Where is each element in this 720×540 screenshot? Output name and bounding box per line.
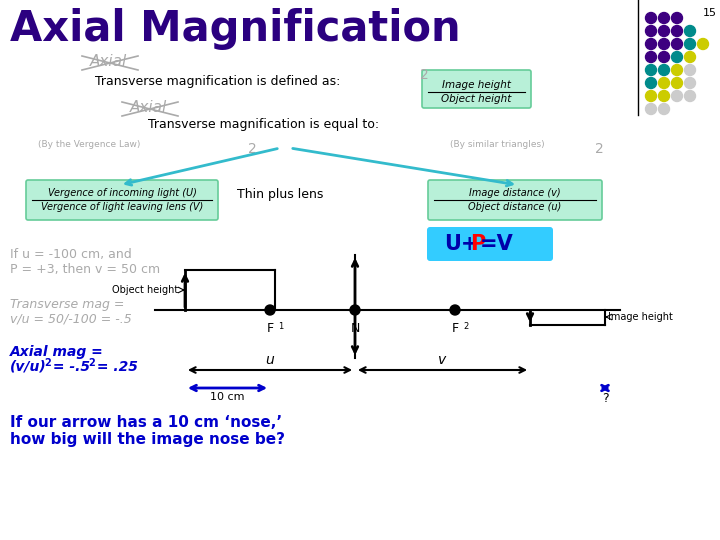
Text: Axial: Axial — [130, 100, 166, 116]
Text: 15: 15 — [703, 8, 717, 18]
Text: (v/u): (v/u) — [10, 360, 47, 374]
Circle shape — [659, 38, 670, 50]
Text: Axial: Axial — [89, 55, 127, 70]
Circle shape — [672, 91, 683, 102]
Circle shape — [659, 51, 670, 63]
FancyBboxPatch shape — [428, 180, 602, 220]
Text: Transverse magnification is defined as:: Transverse magnification is defined as: — [95, 75, 341, 88]
Text: 1: 1 — [278, 322, 283, 331]
Circle shape — [672, 38, 683, 50]
Text: Vergence of light leaving lens (V): Vergence of light leaving lens (V) — [41, 202, 203, 212]
Text: u: u — [266, 353, 274, 367]
Text: 2: 2 — [248, 142, 257, 156]
Text: Vergence of incoming light (U): Vergence of incoming light (U) — [48, 188, 197, 198]
Text: P: P — [470, 234, 485, 254]
Text: Image height: Image height — [442, 80, 511, 90]
Text: 2: 2 — [595, 142, 604, 156]
Text: 2: 2 — [463, 322, 468, 331]
Text: Image distance (v): Image distance (v) — [469, 188, 561, 198]
Text: =V: =V — [480, 234, 514, 254]
Text: If our arrow has a 10 cm ‘nose,’
how big will the image nose be?: If our arrow has a 10 cm ‘nose,’ how big… — [10, 415, 285, 448]
Text: 2: 2 — [44, 358, 50, 368]
Circle shape — [685, 38, 696, 50]
Text: F: F — [451, 322, 459, 335]
Circle shape — [672, 25, 683, 37]
Text: 2: 2 — [88, 358, 95, 368]
Text: (By similar triangles): (By similar triangles) — [450, 140, 544, 149]
Circle shape — [672, 12, 683, 24]
Text: N: N — [351, 322, 360, 335]
Text: Object height: Object height — [112, 285, 178, 295]
Circle shape — [672, 64, 683, 76]
Text: U+: U+ — [444, 234, 479, 254]
Text: Object distance (u): Object distance (u) — [469, 202, 562, 212]
Circle shape — [659, 12, 670, 24]
Circle shape — [646, 38, 657, 50]
Text: Image height: Image height — [608, 312, 673, 322]
Circle shape — [646, 64, 657, 76]
Text: If u = -100 cm, and
P = +3, then v = 50 cm: If u = -100 cm, and P = +3, then v = 50 … — [10, 248, 160, 276]
Text: Axial Magnification: Axial Magnification — [10, 8, 461, 50]
Circle shape — [265, 305, 275, 315]
Circle shape — [698, 38, 708, 50]
Circle shape — [450, 305, 460, 315]
Circle shape — [646, 25, 657, 37]
Circle shape — [350, 305, 360, 315]
Circle shape — [646, 104, 657, 114]
Circle shape — [685, 51, 696, 63]
Circle shape — [672, 78, 683, 89]
Circle shape — [685, 91, 696, 102]
FancyBboxPatch shape — [26, 180, 218, 220]
Circle shape — [659, 64, 670, 76]
Circle shape — [646, 91, 657, 102]
Text: Axial mag =: Axial mag = — [10, 345, 104, 359]
Circle shape — [646, 12, 657, 24]
Text: ?: ? — [602, 392, 608, 405]
FancyBboxPatch shape — [427, 227, 553, 261]
Text: Thin plus lens: Thin plus lens — [237, 188, 323, 201]
Text: 10 cm: 10 cm — [210, 392, 244, 402]
Text: Object height: Object height — [441, 94, 512, 104]
Circle shape — [659, 91, 670, 102]
Text: (By the Vergence Law): (By the Vergence Law) — [38, 140, 140, 149]
Circle shape — [659, 25, 670, 37]
Circle shape — [685, 64, 696, 76]
Text: Transverse magnification is equal to:: Transverse magnification is equal to: — [148, 118, 379, 131]
Text: = .25: = .25 — [92, 360, 138, 374]
Text: Transverse mag =
v/u = 50/-100 = -.5: Transverse mag = v/u = 50/-100 = -.5 — [10, 298, 132, 326]
Circle shape — [685, 78, 696, 89]
Circle shape — [659, 104, 670, 114]
Text: 2: 2 — [420, 68, 428, 82]
Circle shape — [646, 78, 657, 89]
FancyBboxPatch shape — [422, 70, 531, 108]
Circle shape — [646, 51, 657, 63]
Circle shape — [672, 51, 683, 63]
Circle shape — [685, 25, 696, 37]
Text: v: v — [438, 353, 446, 367]
Circle shape — [659, 78, 670, 89]
Text: F: F — [266, 322, 274, 335]
Text: = -.5: = -.5 — [48, 360, 90, 374]
